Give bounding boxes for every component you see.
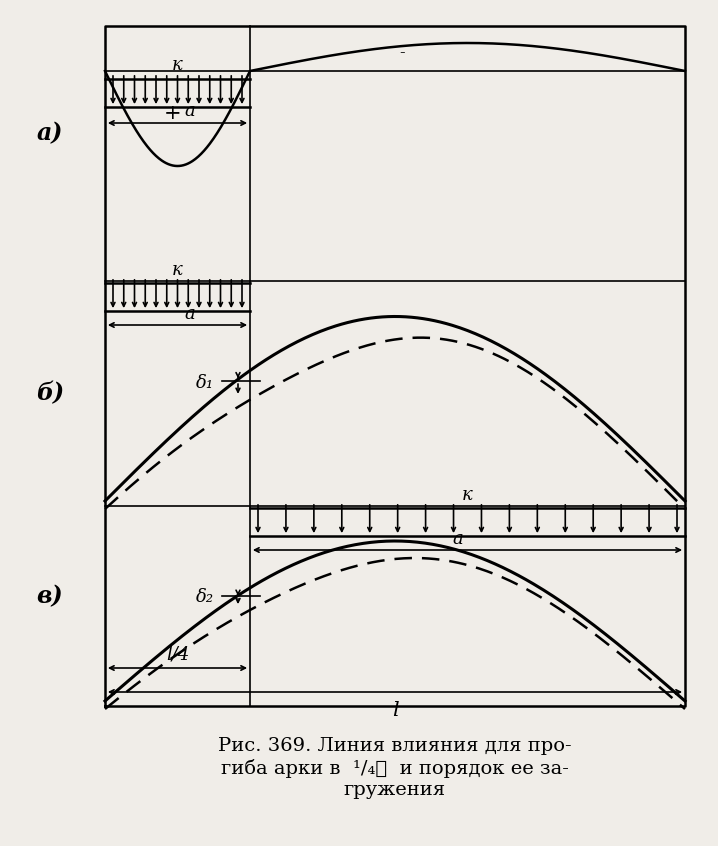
Text: к: к <box>172 56 183 74</box>
Text: к: к <box>172 261 183 279</box>
Text: гружения: гружения <box>344 781 446 799</box>
Text: к: к <box>462 486 473 504</box>
Text: δ₂: δ₂ <box>196 588 214 606</box>
Text: l: l <box>392 700 398 719</box>
Text: б): б) <box>36 382 64 405</box>
Text: a: a <box>452 530 463 548</box>
Text: a: a <box>184 102 195 120</box>
Text: а): а) <box>37 122 63 146</box>
Text: Рис. 369. Линия влияния для про-: Рис. 369. Линия влияния для про- <box>218 737 572 755</box>
Text: +: + <box>164 104 182 124</box>
Text: в): в) <box>37 584 63 608</box>
Text: a: a <box>184 305 195 323</box>
Text: гиба арки в  ¹/₄ℓ  и порядок ее за-: гиба арки в ¹/₄ℓ и порядок ее за- <box>221 759 569 777</box>
Text: l/4: l/4 <box>166 645 189 663</box>
Text: δ₁: δ₁ <box>196 374 214 393</box>
Text: -: - <box>399 44 405 61</box>
